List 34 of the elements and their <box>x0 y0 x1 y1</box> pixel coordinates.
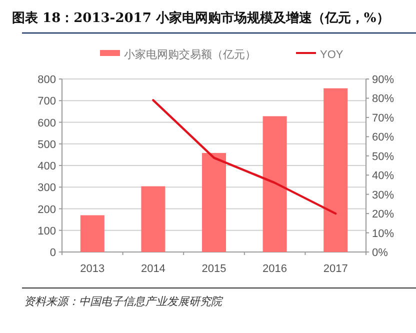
bar <box>324 88 348 252</box>
bar <box>141 186 166 252</box>
bar <box>80 215 104 252</box>
chart-title: 图表 18：2013-2017 小家电网购市场规模及增速（亿元，%） <box>12 10 390 26</box>
legend-label: 小家电网购交易额（亿元） <box>124 48 256 61</box>
y-tick-label: 200 <box>38 204 56 216</box>
text: 资料来源：中国电子信息产业发展研究院 <box>24 295 224 308</box>
y2-tick-label: 70% <box>372 112 394 124</box>
y2-tick-label: 50% <box>372 150 394 163</box>
y-tick-label: 0 <box>50 247 56 259</box>
y-tick-label: 100 <box>38 225 56 238</box>
line-series <box>152 99 337 215</box>
y-tick-label: 600 <box>38 117 56 130</box>
y2-tick-label: 0% <box>372 247 388 259</box>
y2-tick-label: 60% <box>372 132 394 144</box>
bar <box>262 116 287 252</box>
y2-tick-label: 80% <box>372 93 394 106</box>
x-tick-label: 2015 <box>202 263 226 275</box>
x-tick-label: 2017 <box>323 263 348 275</box>
y-tick-label: 500 <box>38 138 56 151</box>
y-tick-label: 300 <box>38 182 56 194</box>
y2-tick-label: 20% <box>372 208 394 221</box>
y-tick-label: 800 <box>38 74 56 86</box>
legend-label: YOY <box>320 49 344 61</box>
x-tick-label: 2014 <box>140 263 166 275</box>
y2-tick-label: 10% <box>372 228 394 240</box>
x-tick-label: 2016 <box>262 263 288 275</box>
x-tick-label: 2013 <box>80 263 105 275</box>
y2-tick-label: 30% <box>372 189 394 202</box>
y2-tick-label: 90% <box>372 74 394 86</box>
y2-tick-label: 40% <box>372 170 394 182</box>
y-tick-label: 700 <box>38 96 56 108</box>
y-tick-label: 400 <box>38 160 56 172</box>
bar <box>202 152 226 252</box>
